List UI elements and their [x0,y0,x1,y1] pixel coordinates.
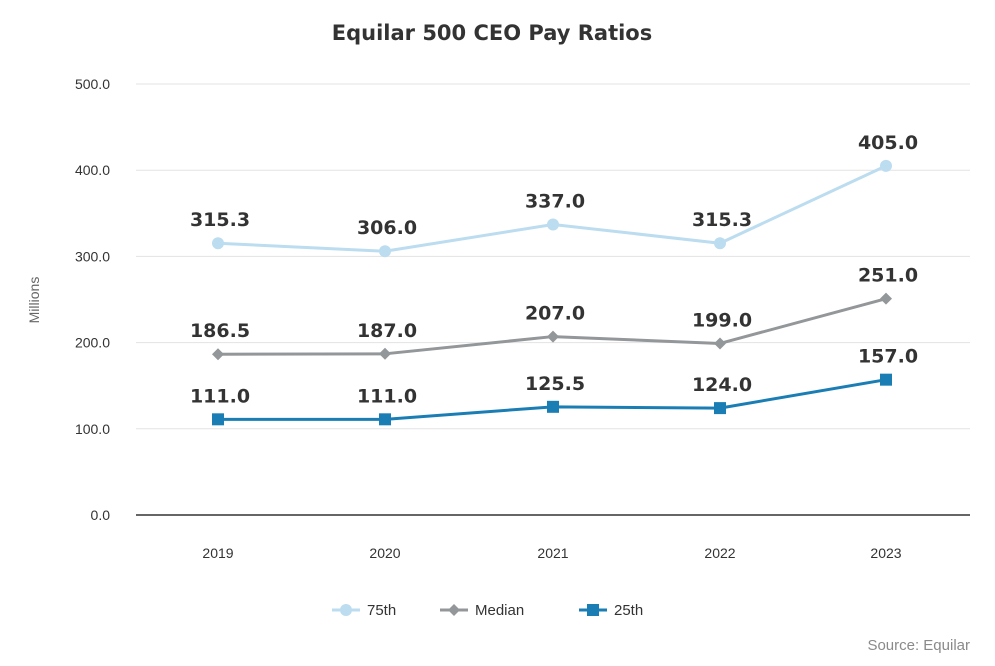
data-point-75th [714,237,726,250]
data-label-75th: 315.3 [692,209,752,231]
series-group: 315.3 306.0 337.0 315.3 405.0 186.5 187.0 207.0… [190,132,918,426]
legend-marker-median [448,604,460,616]
data-point-median [212,348,224,361]
legend-marker-75th [340,604,352,616]
series-75th: 315.3 306.0 337.0 315.3 405.0 [190,132,918,258]
x-axis-ticks: 2019 2020 2021 2022 2023 [202,545,901,561]
legend-marker-25th [587,604,599,616]
x-tick-label: 2019 [202,545,233,561]
data-label-median: 187.0 [357,320,417,342]
data-point-75th [212,237,224,250]
series-median: 186.5 187.0 207.0 199.0 251.0 [190,265,918,361]
data-label-75th: 306.0 [357,217,417,239]
x-tick-label: 2020 [369,545,400,561]
legend-label-75th: 75th [367,602,396,619]
data-point-75th [880,159,892,172]
data-label-25th: 111.0 [357,385,417,407]
legend: 75th Median 25th [332,602,643,619]
data-point-median [880,292,892,305]
data-label-25th: 157.0 [858,346,918,368]
data-point-median [379,347,391,360]
data-label-median: 199.0 [692,309,752,331]
legend-label-25th: 25th [614,602,643,619]
data-label-25th: 125.5 [525,373,585,395]
x-tick-label: 2023 [870,545,901,561]
data-point-75th [547,218,559,231]
y-tick-label: 300.0 [75,248,110,264]
data-label-median: 207.0 [525,303,585,325]
data-point-25th [714,402,726,415]
series-25th: 111.0 111.0 125.5 124.0 157.0 [190,346,918,426]
y-tick-label: 500.0 [75,76,110,92]
source-note: Source: Equilar [867,637,970,654]
x-tick-label: 2022 [704,545,735,561]
y-axis-label: Millions [26,277,42,324]
y-tick-label: 400.0 [75,162,110,178]
chart-title: Equilar 500 CEO Pay Ratios [332,21,653,45]
y-axis-ticks: 0.0 100.0 200.0 300.0 400.0 500.0 [75,76,110,523]
y-tick-label: 100.0 [75,421,110,437]
data-label-median: 186.5 [190,320,250,342]
data-point-25th [547,400,559,413]
data-point-25th [880,373,892,386]
data-point-25th [379,413,391,426]
data-label-75th: 405.0 [858,132,918,154]
x-tick-label: 2021 [537,545,568,561]
data-point-25th [212,413,224,426]
gridlines [136,83,970,430]
data-label-75th: 337.0 [525,191,585,213]
y-tick-label: 200.0 [75,335,110,351]
data-label-25th: 124.0 [692,374,752,396]
data-label-median: 251.0 [858,265,918,287]
y-tick-label: 0.0 [91,507,111,523]
legend-label-median: Median [475,602,524,619]
data-label-75th: 315.3 [190,209,250,231]
data-label-25th: 111.0 [190,385,250,407]
data-point-75th [379,245,391,258]
data-point-median [547,330,559,343]
data-point-median [714,337,726,350]
